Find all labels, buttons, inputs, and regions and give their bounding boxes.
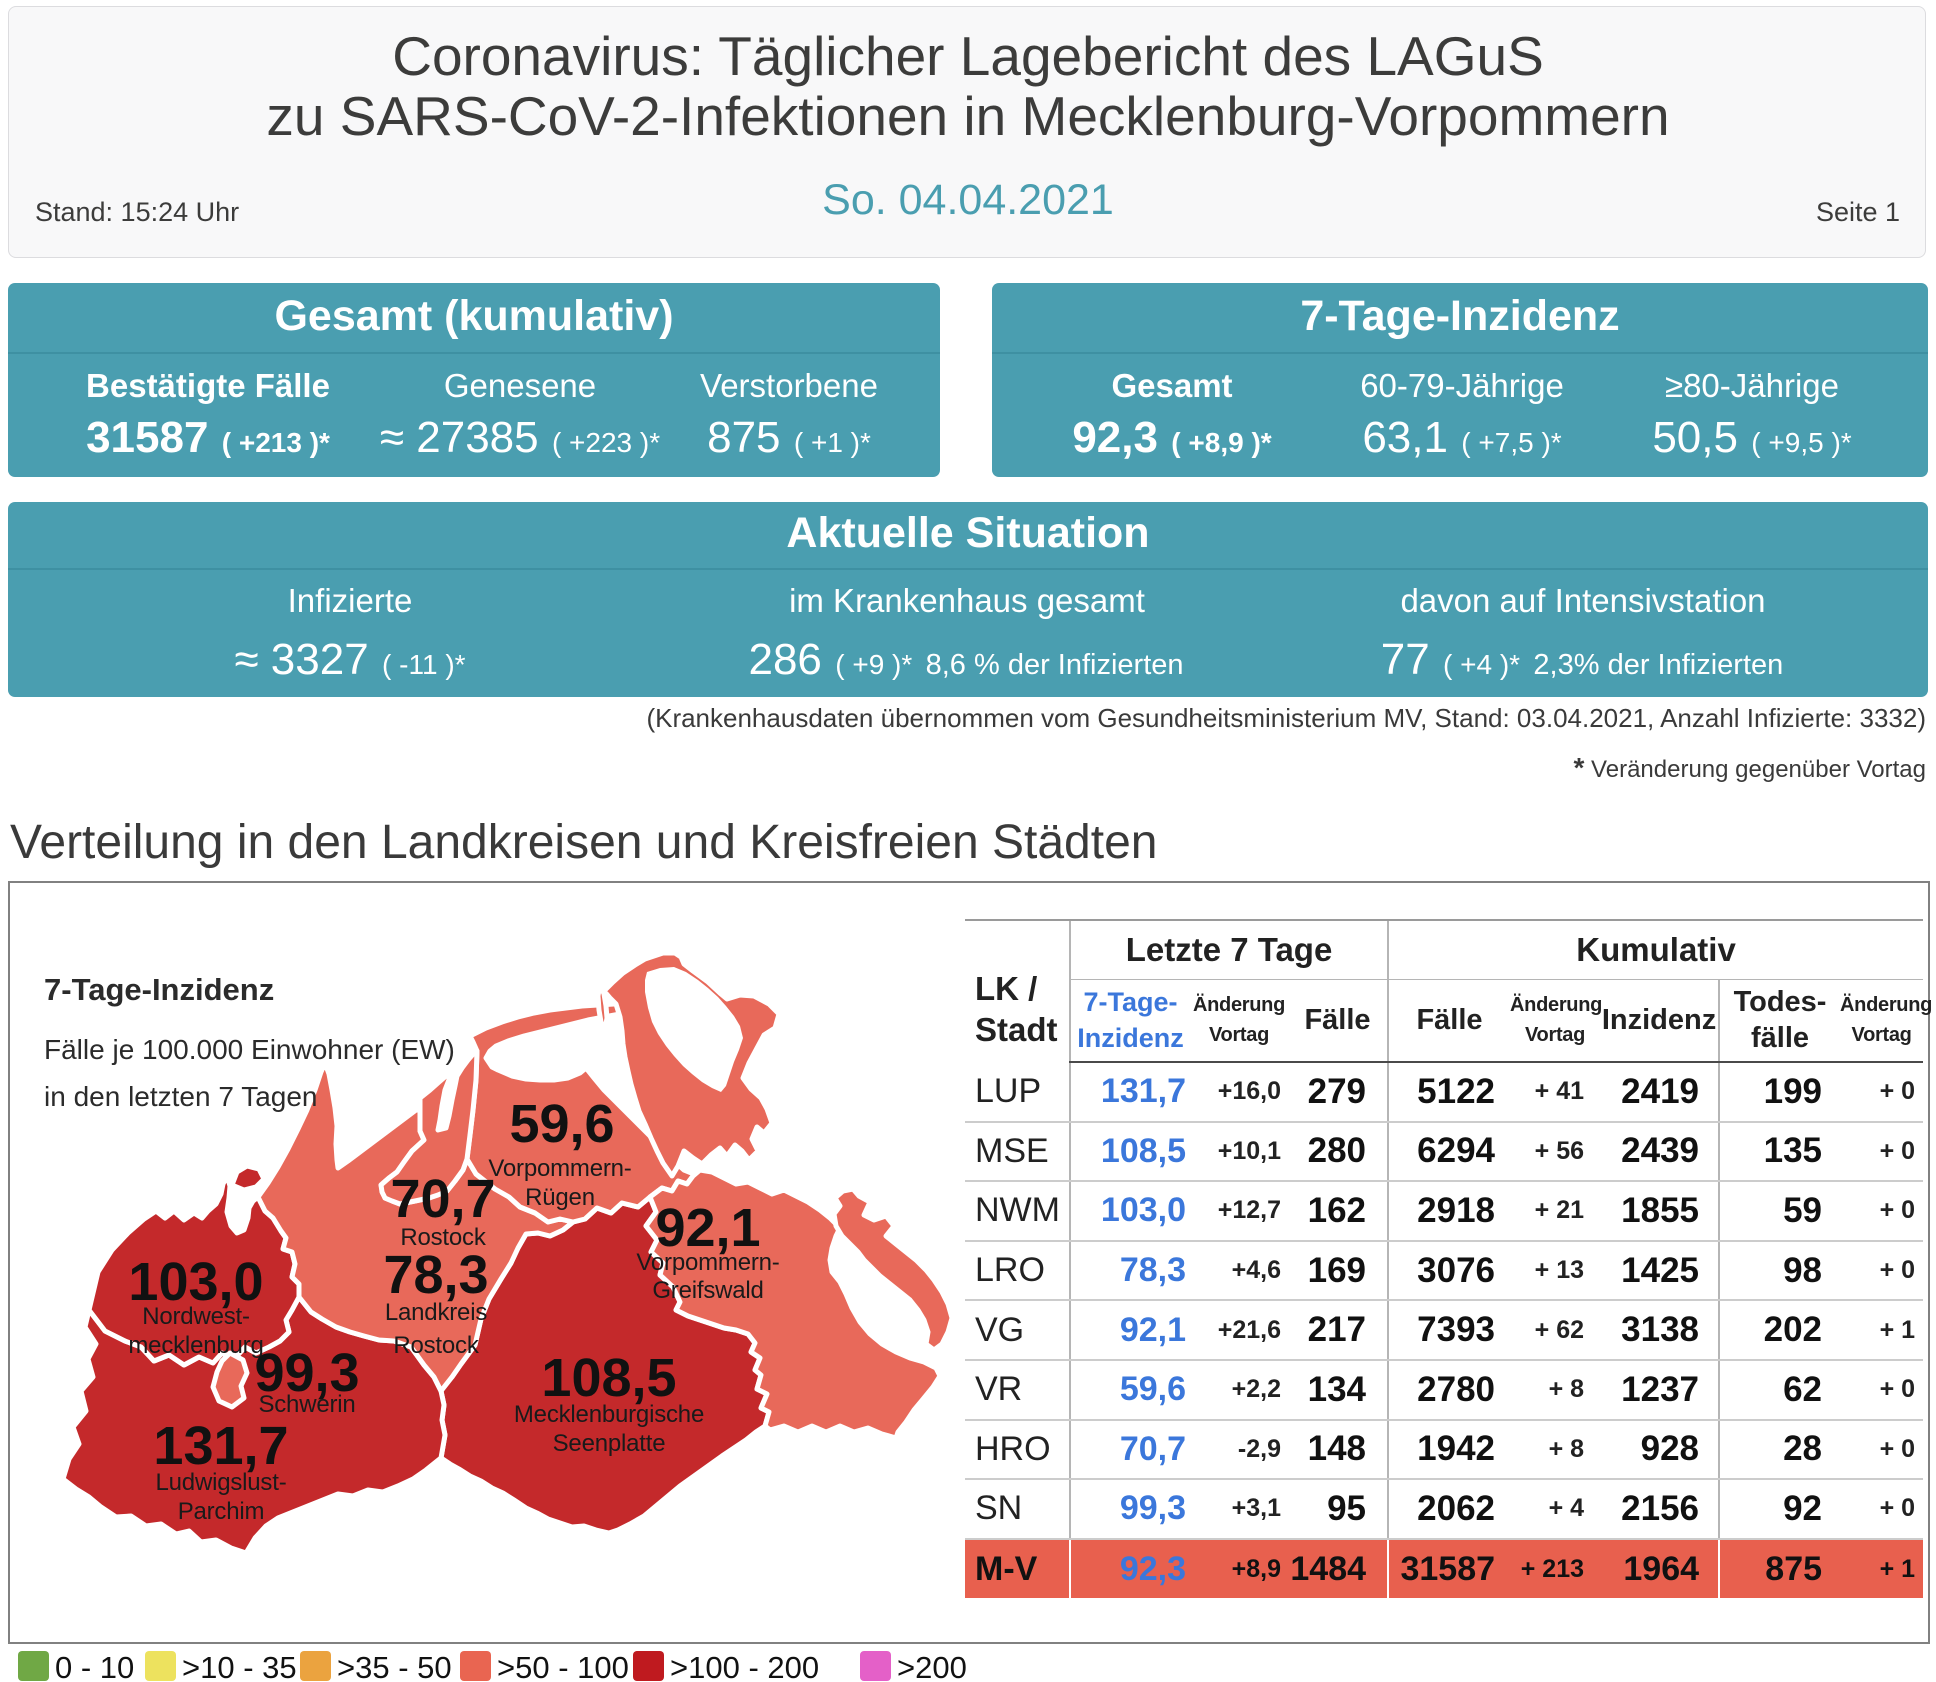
svg-text:108,5: 108,5 <box>541 1348 676 1408</box>
svg-text:131,7: 131,7 <box>153 1416 288 1476</box>
svg-text:Landkreis: Landkreis <box>385 1299 487 1326</box>
svg-text:Seenplatte: Seenplatte <box>553 1430 666 1457</box>
svg-text:78,3: 78,3 <box>383 1245 488 1305</box>
svg-text:Rügen: Rügen <box>525 1184 595 1211</box>
svg-text:Nordwest-: Nordwest- <box>142 1303 250 1330</box>
svg-text:Rostock: Rostock <box>400 1224 486 1251</box>
svg-text:Vorpommern-: Vorpommern- <box>636 1249 779 1276</box>
svg-text:Rostock: Rostock <box>393 1332 479 1359</box>
svg-text:Vorpommern-: Vorpommern- <box>488 1155 631 1182</box>
svg-text:103,0: 103,0 <box>128 1252 263 1312</box>
svg-text:Parchim: Parchim <box>178 1498 265 1525</box>
svg-text:Schwerin: Schwerin <box>258 1391 355 1418</box>
svg-text:Greifswald: Greifswald <box>652 1277 763 1304</box>
svg-text:Ludwigslust-: Ludwigslust- <box>156 1469 287 1496</box>
svg-text:99,3: 99,3 <box>254 1343 359 1403</box>
svg-text:70,7: 70,7 <box>390 1169 495 1229</box>
svg-text:92,1: 92,1 <box>655 1198 760 1258</box>
svg-text:mecklenburg: mecklenburg <box>128 1332 263 1359</box>
svg-text:Mecklenburgische: Mecklenburgische <box>514 1401 704 1428</box>
svg-text:59,6: 59,6 <box>509 1094 614 1154</box>
